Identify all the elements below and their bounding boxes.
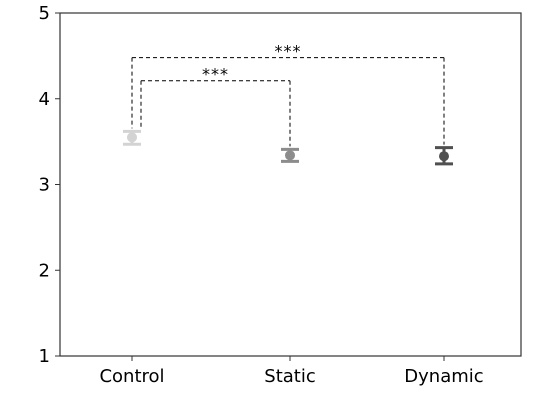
mean-marker [285,150,295,161]
plot-frame [59,12,522,357]
x-tick-label: Static [264,366,315,387]
y-tick-label: 2 [39,260,50,281]
y-axis: 1 2 3 4 5 [39,3,60,367]
y-tick-label: 4 [39,89,50,110]
significance-bracket: *** [140,65,291,147]
significance-label: *** [202,65,229,84]
data-points [123,129,453,166]
significance-bracket: *** [131,42,445,145]
x-axis: Control Static Dynamic [99,356,484,387]
significance-label: *** [275,42,302,61]
x-tick-label: Dynamic [404,366,483,387]
significance-annotations: *** *** [131,42,445,147]
y-tick-label: 1 [39,346,50,367]
x-tick-label: Control [99,366,164,387]
mean-marker [127,132,137,143]
errorbar-point [435,146,453,166]
mean-marker [439,151,449,162]
y-tick-label: 5 [39,3,50,24]
y-tick-label: 3 [39,175,50,196]
errorbar-point [123,129,141,146]
errorbar-point [281,147,299,163]
